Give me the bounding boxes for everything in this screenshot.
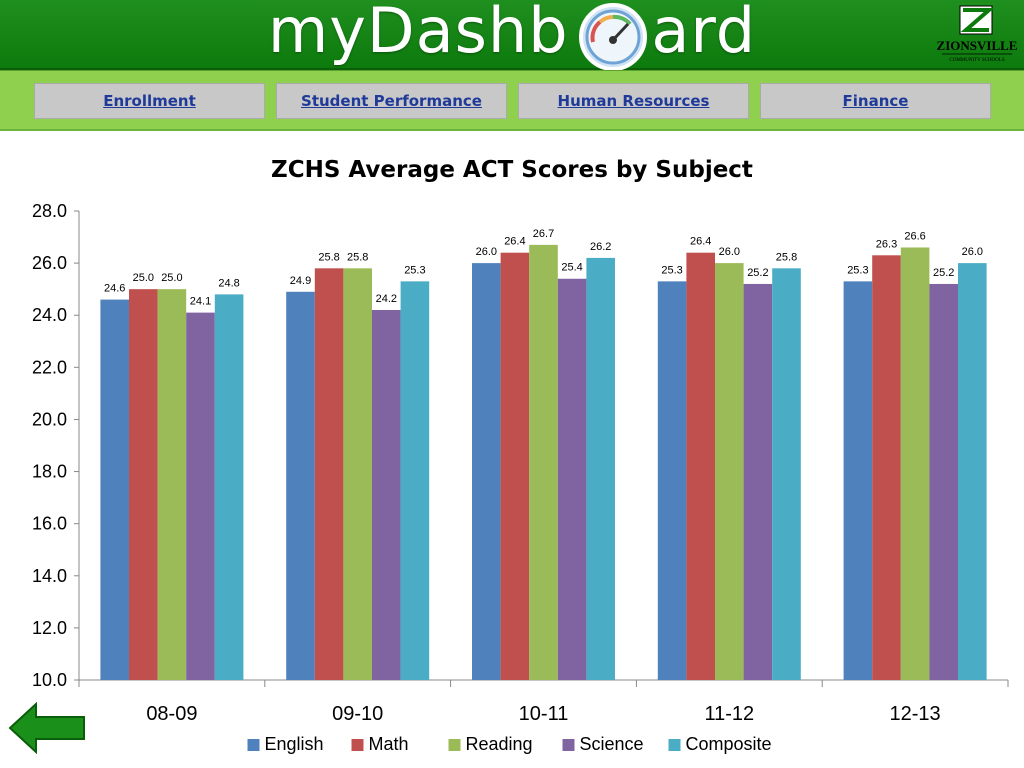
legend-swatch xyxy=(668,739,681,751)
data-label: 26.3 xyxy=(876,238,897,250)
data-label: 26.2 xyxy=(590,241,611,253)
data-label: 24.6 xyxy=(104,283,125,295)
act-scores-chart: ZCHS Average ACT Scores by Subject 10.0 1… xyxy=(32,157,1009,754)
nav-finance[interactable]: Finance xyxy=(760,83,991,119)
data-label: 25.4 xyxy=(561,262,582,274)
y-tick-label: 14.0 xyxy=(32,566,67,586)
data-label: 25.8 xyxy=(347,251,368,263)
bar-english-12-13 xyxy=(843,281,873,680)
bar-reading-08-09 xyxy=(157,289,187,680)
data-label: 24.1 xyxy=(190,296,211,308)
y-tick-label: 24.0 xyxy=(32,305,67,325)
data-label: 26.6 xyxy=(904,230,925,242)
data-label: 24.9 xyxy=(290,275,311,287)
y-tick-label: 12.0 xyxy=(32,618,67,638)
bar-math-09-10 xyxy=(314,268,344,680)
data-label: 25.0 xyxy=(133,272,154,284)
bar-reading-12-13 xyxy=(900,247,930,680)
chart-title: ZCHS Average ACT Scores by Subject xyxy=(271,157,753,183)
data-label: 26.4 xyxy=(690,236,711,248)
nav-student-performance[interactable]: Student Performance xyxy=(276,83,507,119)
data-label: 25.2 xyxy=(933,267,954,279)
legend-swatch xyxy=(562,739,575,751)
bar-science-10-11 xyxy=(557,278,587,680)
legend-item-science: Science xyxy=(562,734,644,754)
bar-math-11-12 xyxy=(686,252,715,680)
data-label: 26.0 xyxy=(476,246,497,258)
legend-swatch xyxy=(247,739,260,751)
bar-science-09-10 xyxy=(372,310,401,680)
legend-swatch xyxy=(351,739,364,751)
bar-reading-09-10 xyxy=(343,268,372,680)
y-tick-label: 16.0 xyxy=(32,514,67,534)
bar-english-10-11 xyxy=(472,263,501,680)
legend-label: Math xyxy=(369,734,409,754)
x-tick-label: 09-10 xyxy=(332,703,383,725)
nav-human-resources[interactable]: Human Resources xyxy=(518,83,749,119)
y-tick-label: 10.0 xyxy=(32,670,67,690)
y-tick-label: 18.0 xyxy=(32,462,67,482)
legend-item-composite: Composite xyxy=(668,734,772,754)
data-label: 26.0 xyxy=(962,246,983,258)
y-tick-label: 28.0 xyxy=(32,201,67,221)
chart-legend: English Math Reading Science Composite xyxy=(247,734,772,754)
bar-composite-09-10 xyxy=(400,281,430,680)
header-bar: myDashb ard ZIONSVILLE COMMUNITY SCHOOLS xyxy=(0,0,1024,71)
x-tick-label: 11-12 xyxy=(704,703,754,725)
bar-science-11-12 xyxy=(743,283,773,680)
legend-item-english: English xyxy=(247,734,324,754)
data-label: 26.4 xyxy=(504,236,525,248)
legend-label: Composite xyxy=(686,734,772,754)
x-tick-label: 12-13 xyxy=(890,703,941,725)
bar-math-12-13 xyxy=(872,255,901,680)
bar-reading-10-11 xyxy=(529,244,558,680)
data-label: 24.8 xyxy=(218,277,239,289)
bar-math-08-09 xyxy=(129,289,158,680)
bar-science-12-13 xyxy=(929,283,958,680)
nav-bar: Enrollment Student Performance Human Res… xyxy=(0,70,1024,131)
data-label: 26.0 xyxy=(719,246,740,258)
data-label: 24.2 xyxy=(376,293,397,305)
legend-item-math: Math xyxy=(351,734,409,754)
zionsville-logo: ZIONSVILLE COMMUNITY SCHOOLS xyxy=(937,5,1018,63)
data-label: 25.3 xyxy=(404,264,425,276)
data-label: 25.2 xyxy=(747,267,768,279)
bar-english-11-12 xyxy=(657,281,687,680)
bar-english-08-09 xyxy=(100,299,129,680)
bar-composite-08-09 xyxy=(214,294,244,680)
bar-composite-12-13 xyxy=(958,263,987,680)
bar-composite-11-12 xyxy=(772,268,801,680)
dashboard-gauge-icon xyxy=(579,3,647,71)
chart-bars xyxy=(100,244,987,680)
data-label: 25.3 xyxy=(661,264,682,276)
back-arrow-button[interactable] xyxy=(8,702,88,754)
data-label: 25.3 xyxy=(847,264,868,276)
bar-reading-11-12 xyxy=(715,263,744,680)
brand-title: myDashb ard xyxy=(267,0,757,67)
y-tick-label: 26.0 xyxy=(32,253,67,273)
data-label: 26.7 xyxy=(533,228,554,240)
legend-item-reading: Reading xyxy=(448,734,533,754)
y-tick-label: 22.0 xyxy=(32,357,67,377)
nav-enrollment[interactable]: Enrollment xyxy=(34,83,265,119)
data-label: 25.8 xyxy=(776,251,797,263)
chart-data-labels: 24.6 25.0 25.0 24.1 24.8 24.9 25.8 25.8 24.2 25.3… xyxy=(104,228,983,308)
legend-label: Reading xyxy=(466,734,533,754)
logo-subtext: COMMUNITY SCHOOLS xyxy=(949,58,1004,63)
bar-math-10-11 xyxy=(500,252,530,680)
x-tick-label: 08-09 xyxy=(146,703,197,725)
bar-english-09-10 xyxy=(286,291,315,680)
legend-label: English xyxy=(265,734,324,754)
data-label: 25.8 xyxy=(318,251,339,263)
bar-science-08-09 xyxy=(186,312,215,680)
bar-composite-10-11 xyxy=(586,257,615,680)
legend-swatch xyxy=(448,739,461,751)
data-label: 25.0 xyxy=(161,272,182,284)
y-tick-label: 20.0 xyxy=(32,409,67,429)
legend-label: Science xyxy=(580,734,644,754)
logo-text: ZIONSVILLE xyxy=(937,38,1018,53)
x-tick-label: 10-11 xyxy=(519,703,569,725)
